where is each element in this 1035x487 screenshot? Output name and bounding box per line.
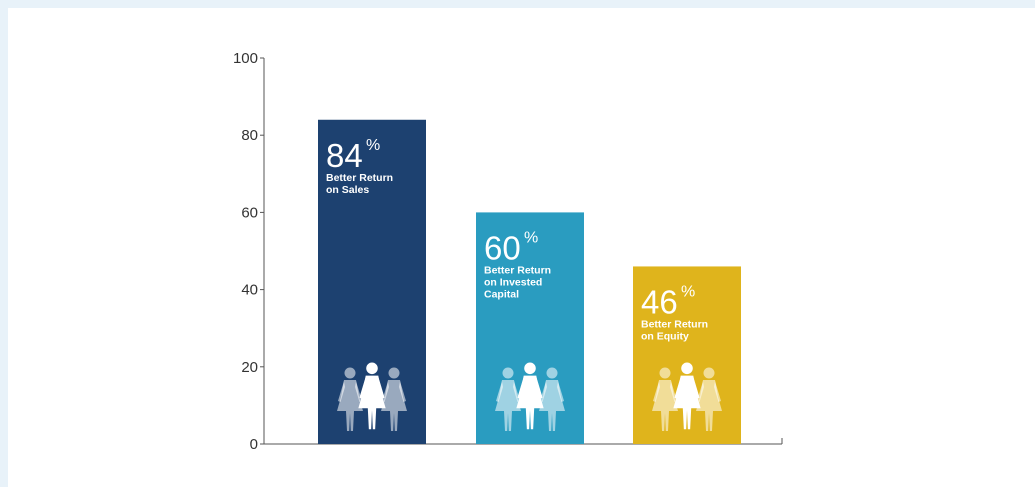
bar-unit-label: % [366, 137, 380, 154]
three-women-icon [495, 362, 565, 431]
y-tick-label: 100 [233, 50, 258, 67]
y-tick-label: 80 [241, 127, 258, 144]
bar-value-label: 46 [641, 283, 678, 320]
three-women-icon [652, 362, 722, 431]
three-women-icon [337, 362, 407, 431]
bar-3 [633, 266, 741, 444]
bar-unit-label: % [524, 229, 538, 246]
bar-description-line: Better Return [326, 172, 393, 184]
bar-description-line: on Sales [326, 184, 369, 196]
bar-description-line: Better Return [641, 318, 708, 330]
y-tick-label: 60 [241, 204, 258, 221]
y-tick-label: 0 [250, 436, 258, 453]
bar-value-label: 60 [484, 229, 521, 266]
bar-unit-label: % [681, 283, 695, 300]
bar-description-line: on Invested [484, 276, 542, 288]
bar-description-line: on Equity [641, 330, 689, 342]
bar-value-label: 84 [326, 137, 363, 174]
y-tick-label: 40 [241, 282, 258, 299]
bar-description-line: Capital [484, 288, 519, 300]
bar-description-line: Better Return [484, 264, 551, 276]
y-tick-label: 20 [241, 359, 258, 376]
